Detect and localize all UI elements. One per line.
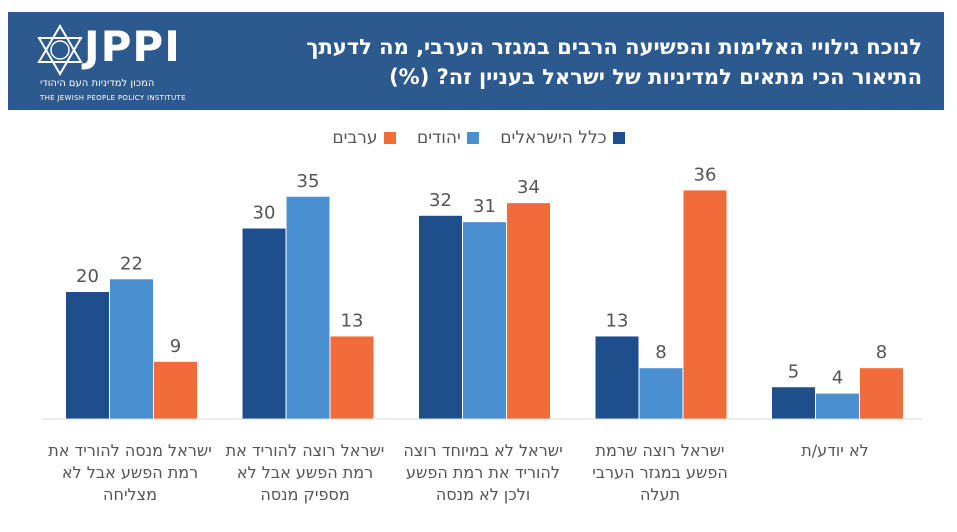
bar-arabs-cat4 xyxy=(683,190,727,419)
data-label-all-israelis-cat3: 32 xyxy=(429,190,452,211)
bars-group: 20 22 9 30 35 13 32 31 34 13 8 36 5 4 8 xyxy=(66,164,903,419)
logo-english-text: THE JEWISH PEOPLE POLICY INSTITUTE xyxy=(40,94,186,102)
data-label-all-israelis-cat5: 5 xyxy=(788,361,799,382)
category-label-5: לא יודע/ת xyxy=(801,441,869,460)
bar-arabs-cat3 xyxy=(507,203,550,419)
data-label-arabs-cat4: 36 xyxy=(694,164,717,185)
logo-hebrew-text: המכון למדיניות העם היהודי xyxy=(40,78,155,89)
bar-all-israelis-cat4 xyxy=(595,336,639,419)
category-label-2: ישראל רוצה להוריד את רמת הפשע אבל לא מספ… xyxy=(225,441,385,504)
legend: כלל הישראלים יהודים ערבים xyxy=(0,128,957,152)
legend-swatch-all-israelis xyxy=(612,132,625,144)
bar-all-israelis-cat3 xyxy=(419,215,462,419)
data-label-arabs-cat3: 34 xyxy=(517,177,540,198)
bar-jews-cat1 xyxy=(110,279,153,419)
data-label-jews-cat2: 35 xyxy=(297,171,320,192)
jppi-logo: JPPI המכון למדיניות העם היהודי THE JEWIS… xyxy=(26,20,226,106)
data-label-arabs-cat5: 8 xyxy=(876,342,887,363)
data-label-jews-cat1: 22 xyxy=(120,253,143,274)
data-label-all-israelis-cat2: 30 xyxy=(253,203,276,224)
star-of-david-icon xyxy=(37,24,83,76)
chart-header: JPPI המכון למדיניות העם היהודי THE JEWIS… xyxy=(8,12,944,110)
bar-jews-cat4 xyxy=(639,368,683,419)
bar-all-israelis-cat5 xyxy=(772,387,815,419)
bar-all-israelis-cat2 xyxy=(242,228,286,419)
category-label-1: ישראל מנסה להוריד את רמת הפשע אבל לא מצל… xyxy=(48,441,212,504)
bar-jews-cat2 xyxy=(286,196,330,419)
bar-arabs-cat5 xyxy=(860,368,903,419)
legend-label-arabs: ערבים xyxy=(332,128,378,148)
data-label-jews-cat3: 31 xyxy=(473,196,496,217)
legend-item-arabs: ערבים xyxy=(332,128,396,148)
bar-arabs-cat2 xyxy=(330,336,374,419)
legend-item-jews: יהודים xyxy=(417,128,479,148)
data-label-jews-cat4: 8 xyxy=(655,342,666,363)
data-label-arabs-cat2: 13 xyxy=(341,310,364,331)
legend-item-all-israelis: כלל הישראלים xyxy=(500,128,625,148)
data-label-jews-cat5: 4 xyxy=(832,368,843,389)
data-label-all-israelis-cat1: 20 xyxy=(76,266,99,287)
chart-title: לנוכח גילויי האלימות והפשיעה הרבים במגזר… xyxy=(306,35,922,89)
logo-name: JPPI xyxy=(84,22,181,71)
data-label-arabs-cat1: 9 xyxy=(170,336,181,357)
bar-jews-cat5 xyxy=(816,393,859,419)
bar-all-israelis-cat1 xyxy=(66,292,109,419)
legend-label-jews: יהודים xyxy=(416,128,461,148)
legend-swatch-jews xyxy=(466,132,479,144)
bar-arabs-cat1 xyxy=(154,361,197,419)
legend-label-all-israelis: כלל הישראלים xyxy=(500,128,607,148)
bar-jews-cat3 xyxy=(463,222,506,419)
category-label-4: ישראל רוצה שרמת הפשע במגזר הערבי תעלה xyxy=(592,441,728,504)
data-label-all-israelis-cat4: 13 xyxy=(606,310,629,331)
category-label-3: ישראל לא במיוחד רוצה להוריד את רמת הפשע … xyxy=(403,441,563,504)
legend-swatch-arabs xyxy=(383,132,396,144)
